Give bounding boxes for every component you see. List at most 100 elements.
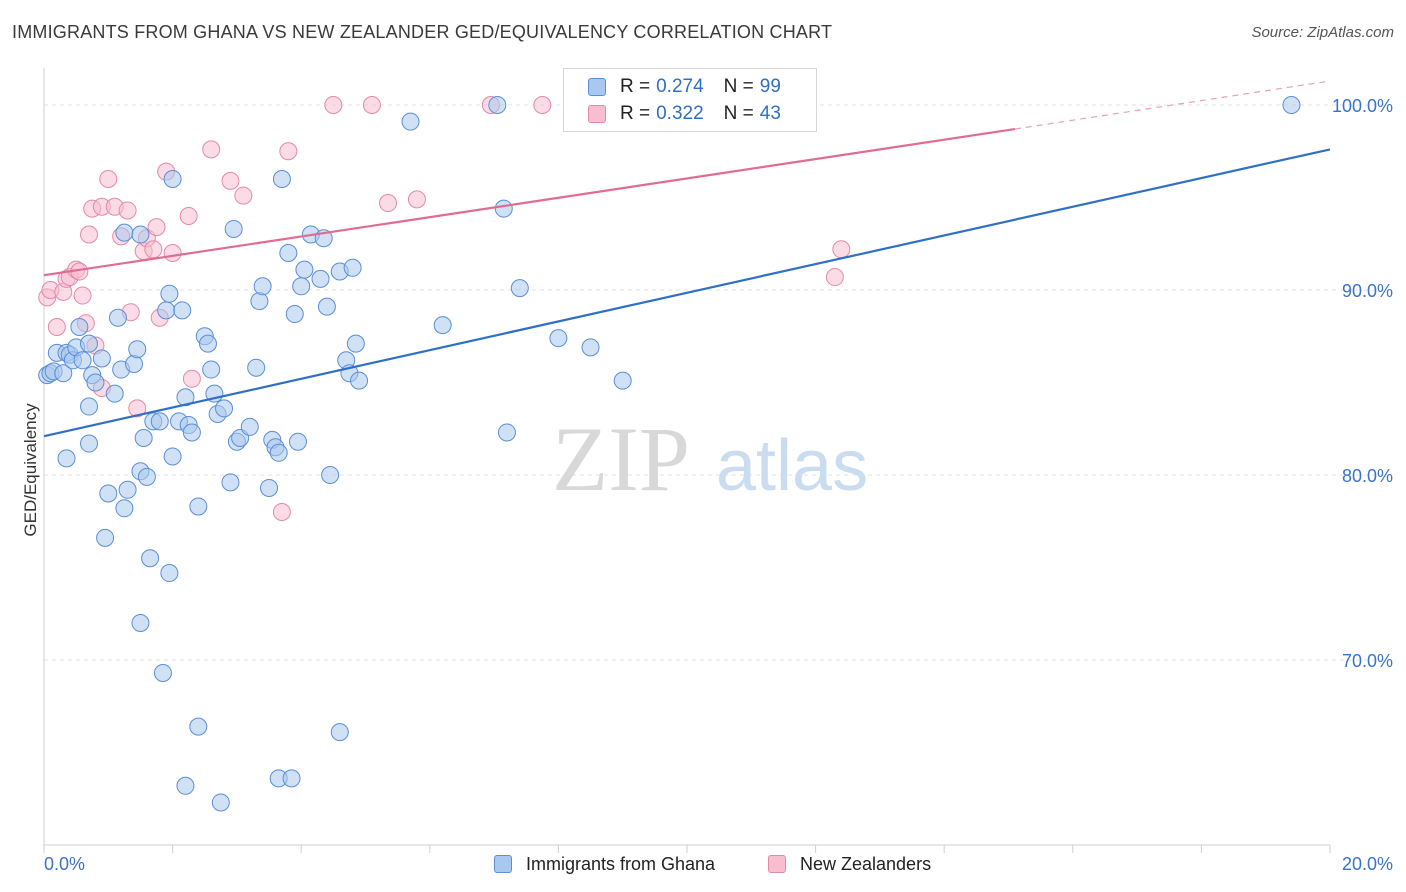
ghana-point — [253, 277, 272, 296]
ghana-trend-line — [43, 148, 1331, 438]
source-label: Source: ZipAtlas.com — [1251, 24, 1394, 41]
nz-point — [47, 318, 66, 336]
ghana-point — [282, 769, 301, 788]
watermark-atlas: atlas — [716, 426, 868, 506]
ghana-point — [137, 467, 156, 486]
ghana-point — [497, 423, 516, 442]
legend-row-nz: R = 0.322 N = 43 — [588, 101, 781, 127]
ghana-point — [163, 447, 182, 466]
nz-point — [73, 286, 92, 305]
ghana-point — [128, 340, 147, 359]
ghana-point — [311, 269, 330, 288]
ghana-point — [160, 564, 179, 583]
ghana-point — [211, 793, 230, 812]
ghana-point — [80, 434, 99, 453]
x-tick-labels: 0.0% 20.0% — [44, 854, 1393, 874]
ghana-point — [250, 292, 269, 311]
nz-point — [128, 399, 147, 418]
ghana-point — [150, 412, 169, 431]
x-tick-label: 0.0% — [44, 854, 85, 874]
bottom-legend-ghana-label: Immigrants from Ghana — [526, 853, 716, 874]
ghana-point — [343, 258, 362, 277]
ghana-point — [350, 371, 369, 390]
ghana-point — [510, 279, 529, 298]
y-tick-label: 80.0% — [1342, 466, 1393, 486]
ghana-point — [488, 96, 507, 114]
ghana-point — [247, 358, 266, 377]
ghana-point — [221, 473, 240, 492]
ghana-point — [433, 316, 452, 335]
ghana-point — [80, 397, 99, 416]
nz-point — [182, 369, 201, 388]
watermark: ZIP atlas — [552, 408, 868, 510]
ghana-point — [198, 334, 217, 353]
ghana-point — [182, 423, 201, 442]
ghana-point — [401, 112, 420, 131]
chart-title: IMMIGRANTS FROM GHANA VS NEW ZEALANDER G… — [12, 22, 833, 42]
ghana-point — [202, 360, 221, 379]
legend-r-label: R = — [620, 76, 651, 97]
ghana-point — [115, 223, 134, 242]
ghana-point — [99, 484, 118, 503]
bottom-legend-ghana: Immigrants from Ghana — [494, 852, 715, 876]
y-tick-label: 90.0% — [1342, 281, 1393, 301]
ghana-point — [108, 308, 127, 327]
bottom-swatch-ghana — [494, 855, 512, 873]
legend-n-nz: 43 — [759, 103, 781, 124]
watermark-zip: ZIP — [552, 408, 690, 510]
ghana-point — [141, 549, 160, 568]
ghana-point — [163, 170, 182, 188]
legend-swatch-nz — [588, 105, 606, 123]
nz-point — [221, 171, 240, 190]
legend-n-ghana: 99 — [759, 76, 781, 97]
ghana-point — [92, 349, 111, 368]
ghana-point — [321, 466, 340, 484]
ghana-point — [330, 723, 349, 742]
trend-lines — [43, 80, 1331, 438]
ghana-point — [96, 528, 115, 547]
ghana-point — [115, 499, 134, 518]
nz-point — [362, 96, 381, 114]
ghana-point — [176, 776, 195, 795]
ghana-point — [269, 443, 288, 462]
ghana-point — [73, 351, 92, 370]
y-tick-labels: 70.0% 80.0% 90.0% 100.0% — [1332, 96, 1393, 671]
ghana-point — [285, 305, 304, 324]
ghana-point — [134, 429, 153, 447]
nz-point — [832, 240, 851, 259]
ghana-point — [131, 225, 150, 244]
nz-point — [163, 244, 182, 262]
nz-point — [202, 140, 221, 159]
nz-point — [147, 218, 166, 237]
ghana-point — [288, 432, 307, 451]
legend-swatch-ghana — [588, 78, 606, 96]
ghana-point — [57, 449, 76, 468]
ghana-point — [70, 318, 89, 336]
bottom-legend-nz: New Zealanders — [768, 852, 931, 876]
nz-trend-extension — [1014, 80, 1331, 130]
ghana-point — [279, 244, 298, 262]
ghana-point — [118, 480, 137, 499]
ghana-point — [260, 478, 279, 497]
ghana-point — [613, 371, 632, 390]
nz-point — [99, 170, 118, 188]
nz-point — [234, 186, 253, 205]
y-tick-label: 100.0% — [1332, 96, 1393, 116]
ghana-point — [346, 334, 365, 353]
ghana-point — [317, 297, 336, 316]
x-tick-label: 20.0% — [1342, 854, 1393, 874]
ghana-point — [157, 301, 176, 320]
ghana-point — [292, 277, 311, 296]
ghana-point — [80, 334, 99, 353]
ghana-point — [153, 663, 172, 682]
nz-trend-line — [43, 127, 1016, 277]
ghana-point — [54, 364, 73, 383]
nz-point — [533, 96, 552, 114]
nz-point — [379, 194, 398, 213]
legend-r-nz: 0.322 — [656, 103, 704, 124]
nz-point — [118, 201, 137, 220]
axes — [43, 68, 1331, 853]
ghana-point — [176, 388, 195, 407]
nz-point — [80, 225, 99, 244]
